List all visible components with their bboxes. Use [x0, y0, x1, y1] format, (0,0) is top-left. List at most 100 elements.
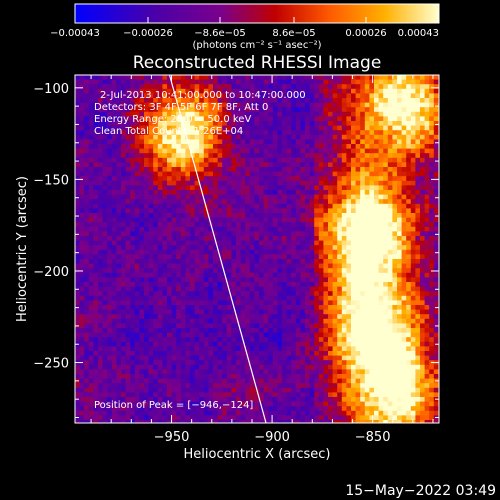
heatmap-cell — [194, 222, 200, 228]
heatmap-cell — [157, 236, 163, 241]
heatmap-cell — [364, 203, 370, 209]
heatmap-cell — [355, 226, 361, 232]
heatmap-cell — [406, 162, 412, 168]
heatmap-cell — [268, 98, 274, 103]
heatmap-cell — [277, 139, 283, 145]
heatmap-cell — [93, 167, 99, 172]
heatmap-cell — [194, 254, 200, 260]
heatmap-cell — [203, 355, 209, 361]
heatmap-cell — [406, 249, 412, 255]
heatmap-cell — [162, 295, 168, 301]
heatmap-cell — [134, 203, 140, 209]
heatmap-cell — [88, 107, 94, 113]
heatmap-cell — [190, 245, 195, 251]
heatmap-cell — [309, 254, 315, 260]
heatmap-cell — [364, 291, 370, 297]
heatmap-cell — [401, 180, 407, 186]
heatmap-cell — [429, 121, 435, 126]
heatmap-cell — [75, 121, 80, 126]
heatmap-cell — [88, 139, 94, 145]
heatmap-cell — [116, 240, 122, 246]
heatmap-cell — [180, 272, 186, 278]
heatmap-cell — [429, 332, 435, 338]
heatmap-cell — [134, 134, 140, 140]
heatmap-cell — [130, 254, 136, 260]
colorbar-tick-label: 0.00043 — [398, 28, 439, 39]
heatmap-cell — [236, 332, 241, 338]
heatmap-cell — [401, 213, 407, 218]
heatmap-cell — [185, 107, 191, 113]
heatmap-cell — [167, 130, 172, 136]
heatmap-cell — [291, 84, 297, 90]
heatmap-cell — [318, 93, 324, 99]
heatmap-cell — [226, 272, 232, 278]
heatmap-cell — [429, 93, 435, 99]
heatmap-cell — [208, 226, 214, 232]
heatmap-cell — [420, 148, 425, 154]
heatmap-cell — [272, 282, 278, 287]
heatmap-cell — [259, 185, 264, 191]
heatmap-cell — [346, 125, 352, 131]
heatmap-cell — [383, 194, 389, 200]
heatmap-cell — [410, 240, 416, 246]
heatmap-cell — [153, 245, 159, 251]
heatmap-cell — [272, 245, 278, 251]
heatmap-cell — [410, 88, 416, 94]
heatmap-cell — [148, 139, 154, 145]
heatmap-cell — [167, 134, 172, 140]
heatmap-cell — [392, 236, 398, 241]
heatmap-cell — [369, 176, 375, 182]
heatmap-cell — [415, 263, 421, 269]
heatmap-cell — [144, 162, 149, 168]
heatmap-cell — [199, 121, 205, 126]
heatmap-cell — [199, 254, 205, 260]
heatmap-cell — [157, 259, 163, 264]
heatmap-cell — [121, 139, 126, 145]
heatmap-cell — [199, 291, 205, 297]
heatmap-cell — [185, 323, 191, 329]
heatmap-cell — [401, 277, 407, 283]
heatmap-cell — [79, 282, 85, 287]
heatmap-cell — [360, 291, 366, 297]
heatmap-cell — [378, 268, 384, 274]
heatmap-cell — [121, 157, 126, 163]
heatmap-cell — [93, 277, 99, 283]
heatmap-cell — [374, 318, 379, 324]
heatmap-cell — [383, 286, 389, 292]
heatmap-cell — [346, 231, 352, 237]
heatmap-cell — [277, 157, 283, 163]
heatmap-cell — [305, 102, 310, 108]
heatmap-cell — [378, 98, 384, 103]
heatmap-cell — [309, 157, 315, 163]
heatmap-cell — [318, 176, 324, 182]
heatmap-cell — [401, 116, 407, 122]
heatmap-cell — [351, 351, 356, 356]
heatmap-cell — [88, 332, 94, 338]
heatmap-cell — [429, 125, 435, 131]
heatmap-cell — [176, 148, 182, 154]
heatmap-cell — [180, 190, 186, 195]
heatmap-cell — [199, 272, 205, 278]
heatmap-cell — [226, 337, 232, 343]
heatmap-cell — [332, 107, 338, 113]
heatmap-cell — [102, 240, 108, 246]
heatmap-cell — [415, 341, 421, 347]
heatmap-cell — [217, 318, 223, 324]
heatmap-cell — [429, 157, 435, 163]
heatmap-cell — [295, 268, 301, 274]
heatmap-cell — [415, 277, 421, 283]
heatmap-cell — [231, 190, 237, 195]
heatmap-cell — [75, 139, 80, 145]
heatmap-cell — [406, 337, 412, 343]
heatmap-cell — [162, 240, 168, 246]
heatmap-cell — [337, 98, 343, 103]
heatmap-cell — [341, 125, 347, 131]
heatmap-cell — [341, 337, 347, 343]
heatmap-cell — [213, 240, 218, 246]
heatmap-cell — [277, 236, 283, 241]
heatmap-cell — [236, 231, 241, 237]
heatmap-cell — [240, 300, 246, 306]
heatmap-cell — [263, 167, 269, 172]
heatmap-cell — [208, 309, 214, 315]
heatmap-cell — [157, 93, 163, 99]
